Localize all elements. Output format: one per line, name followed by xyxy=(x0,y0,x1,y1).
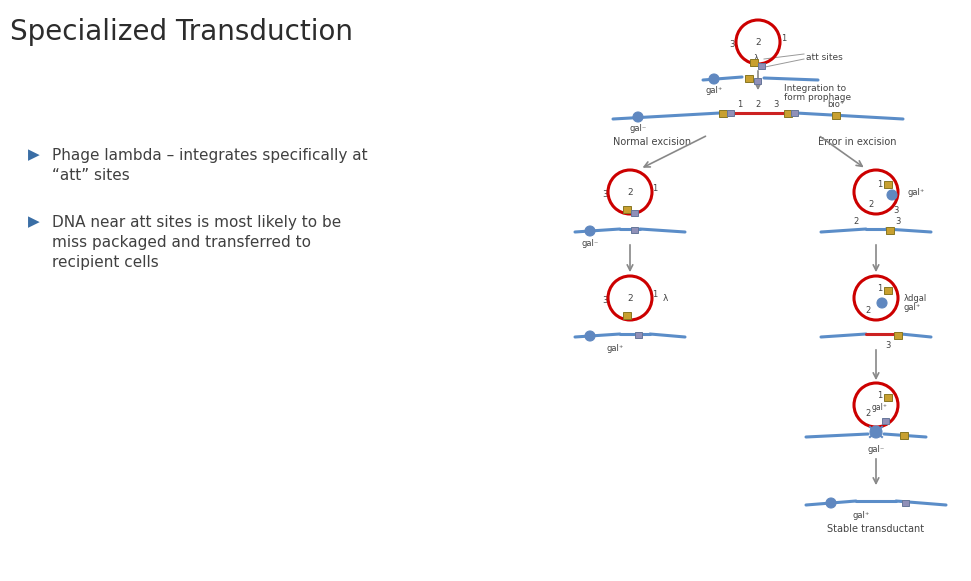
Text: miss packaged and transferred to: miss packaged and transferred to xyxy=(52,235,311,249)
Circle shape xyxy=(709,74,719,84)
Text: form prophage: form prophage xyxy=(784,92,852,102)
FancyBboxPatch shape xyxy=(745,74,753,81)
FancyBboxPatch shape xyxy=(884,393,892,400)
Text: Specialized Transduction: Specialized Transduction xyxy=(10,18,353,46)
Text: ▶: ▶ xyxy=(28,214,40,229)
Text: 3: 3 xyxy=(602,189,608,199)
FancyBboxPatch shape xyxy=(884,286,892,293)
Circle shape xyxy=(585,226,595,236)
Text: 3: 3 xyxy=(895,217,901,225)
FancyBboxPatch shape xyxy=(900,432,908,439)
FancyBboxPatch shape xyxy=(623,206,631,213)
FancyBboxPatch shape xyxy=(894,332,902,339)
Circle shape xyxy=(633,112,643,122)
FancyBboxPatch shape xyxy=(884,181,892,188)
Text: 2: 2 xyxy=(865,408,871,418)
Text: 2: 2 xyxy=(868,199,874,209)
FancyBboxPatch shape xyxy=(630,210,638,216)
FancyBboxPatch shape xyxy=(883,418,889,424)
Text: 3: 3 xyxy=(886,340,890,350)
Text: Integration to: Integration to xyxy=(784,84,846,92)
Circle shape xyxy=(877,298,887,308)
Text: 1: 1 xyxy=(653,289,657,299)
FancyBboxPatch shape xyxy=(886,227,894,234)
Text: gal⁺: gal⁺ xyxy=(705,85,722,95)
Text: 1: 1 xyxy=(878,180,883,188)
Text: 1: 1 xyxy=(878,284,883,292)
FancyBboxPatch shape xyxy=(757,63,764,69)
Text: 3: 3 xyxy=(773,99,779,109)
FancyBboxPatch shape xyxy=(726,110,733,116)
Text: λ: λ xyxy=(753,53,758,63)
Text: “att” sites: “att” sites xyxy=(52,167,130,182)
Text: bio⁺: bio⁺ xyxy=(827,99,845,109)
FancyBboxPatch shape xyxy=(623,311,631,318)
Circle shape xyxy=(585,331,595,341)
Text: λdgal: λdgal xyxy=(904,293,927,303)
Circle shape xyxy=(826,498,836,508)
Text: gal⁺: gal⁺ xyxy=(908,188,925,196)
Text: gal⁺: gal⁺ xyxy=(606,343,623,353)
FancyBboxPatch shape xyxy=(791,110,798,116)
Text: 2: 2 xyxy=(627,293,633,303)
Text: gal⁺: gal⁺ xyxy=(853,511,870,521)
Text: 2: 2 xyxy=(865,306,871,314)
Text: 3: 3 xyxy=(729,40,735,48)
FancyBboxPatch shape xyxy=(630,227,638,233)
Text: 1: 1 xyxy=(737,99,743,109)
Text: gal⁻: gal⁻ xyxy=(582,238,599,248)
Text: 2: 2 xyxy=(755,38,761,46)
Text: 3: 3 xyxy=(893,206,899,214)
Text: λ: λ xyxy=(662,293,668,303)
Text: 1: 1 xyxy=(653,184,657,192)
Text: Phage lambda – integrates specifically at: Phage lambda – integrates specifically a… xyxy=(52,148,368,163)
Text: 1: 1 xyxy=(878,390,883,400)
Text: Error in excision: Error in excision xyxy=(818,137,896,147)
Text: 2: 2 xyxy=(755,99,760,109)
Text: gal⁻: gal⁻ xyxy=(629,124,647,132)
FancyBboxPatch shape xyxy=(753,78,760,84)
Text: 1: 1 xyxy=(782,34,787,42)
FancyBboxPatch shape xyxy=(750,59,758,66)
FancyBboxPatch shape xyxy=(832,112,840,119)
Text: gal⁺: gal⁺ xyxy=(904,303,921,311)
Text: gal⁻: gal⁻ xyxy=(867,444,885,454)
FancyBboxPatch shape xyxy=(634,332,642,338)
Circle shape xyxy=(870,426,882,438)
Text: ▶: ▶ xyxy=(28,148,40,163)
FancyBboxPatch shape xyxy=(784,109,792,117)
Text: recipient cells: recipient cells xyxy=(52,254,158,270)
Text: 3: 3 xyxy=(602,296,608,304)
Text: Stable transductant: Stable transductant xyxy=(827,524,924,534)
Text: att sites: att sites xyxy=(806,52,843,62)
Text: DNA near att sites is most likely to be: DNA near att sites is most likely to be xyxy=(52,214,341,229)
Text: 2: 2 xyxy=(627,188,633,196)
Text: 2: 2 xyxy=(854,217,858,225)
Text: Normal excision: Normal excision xyxy=(613,137,691,147)
FancyBboxPatch shape xyxy=(902,500,910,506)
Circle shape xyxy=(887,190,897,200)
FancyBboxPatch shape xyxy=(719,109,727,117)
Text: gal⁺: gal⁺ xyxy=(872,403,888,411)
